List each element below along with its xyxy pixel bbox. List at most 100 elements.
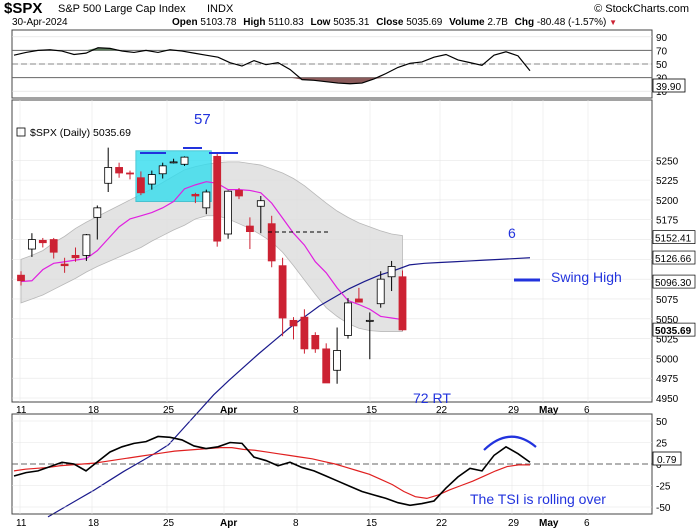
tsi-x-tick: 18: [88, 518, 100, 529]
low-label: Low: [310, 17, 331, 28]
volume-value: 2.7B: [487, 17, 508, 28]
tsi-x-tick: Apr: [220, 518, 237, 529]
tsi-x-tick: 29: [508, 518, 520, 529]
tsi-x-tick: 6: [584, 518, 590, 529]
price-tick-label: 5250: [656, 156, 679, 167]
candle-body: [38, 239, 47, 244]
rsi-oversold-fill: [14, 77, 530, 84]
candle-body: [213, 155, 222, 242]
candle-body: [344, 302, 352, 336]
candle-body: [71, 254, 80, 259]
low-value: 5035.31: [333, 17, 370, 28]
price-tick-label: 5225: [656, 176, 679, 187]
candle-body: [376, 278, 385, 305]
candle-body: [93, 207, 102, 218]
price-x-tick: 6: [584, 405, 590, 416]
rsi-tick-label: 10: [656, 87, 668, 98]
candle-body: [126, 172, 134, 175]
price-tag-label: 5035.69: [655, 326, 692, 337]
long-moving-average-line: [47, 257, 531, 518]
price-x-tick: 18: [88, 405, 100, 416]
tsi-x-tick: 25: [163, 518, 175, 529]
annotation-swing-high: Swing High: [551, 269, 622, 285]
price-x-tick: 15: [366, 405, 378, 416]
annotation-57: 57: [194, 111, 211, 128]
annotation-72rt: 72 RT: [413, 390, 451, 406]
chart-type-icon: [16, 127, 26, 137]
candle-body: [17, 274, 25, 282]
price-tag-box: [652, 322, 696, 337]
candle-body: [202, 191, 211, 209]
high-label: High: [243, 17, 266, 28]
tsi-current-label: 0.79: [657, 455, 677, 466]
down-arrow-icon: ▼: [609, 18, 618, 27]
candle-body: [180, 156, 189, 165]
rsi-tick-label: 50: [656, 60, 668, 71]
price-tick-label: 5050: [656, 315, 679, 326]
rsi-tick-label: 70: [656, 46, 668, 57]
price-x-tick: 8: [293, 405, 299, 416]
tsi-signal-line: [13, 447, 530, 500]
annotation-6: 6: [508, 225, 516, 241]
candle-body: [136, 177, 145, 194]
price-x-tick: 29: [508, 405, 520, 416]
tsi-tick-label: -25: [656, 482, 671, 493]
price-tick-label: 5200: [656, 196, 679, 207]
tsi-tick-label: -50: [656, 503, 671, 514]
tsi-x-tick: 22: [436, 518, 448, 529]
tsi-tick-label: 0: [656, 460, 662, 471]
rsi-current-label: 39.90: [656, 82, 681, 93]
candle-body: [398, 276, 407, 331]
price-x-tick: 11: [16, 405, 27, 416]
candle-body: [333, 350, 342, 371]
index-name: S&P 500 Large Cap Index: [58, 3, 186, 15]
symbol-title: $SPX: [4, 0, 43, 17]
tsi-x-tick: 8: [293, 518, 299, 529]
chg-label: Chg: [514, 17, 535, 28]
highlight-box: [135, 150, 212, 203]
price-tick-label: 5075: [656, 295, 679, 306]
price-tag-label: 5152.41: [655, 234, 692, 245]
close-label: Close: [376, 17, 404, 28]
tsi-line: [13, 435, 531, 507]
price-tag-box: [652, 230, 696, 244]
price-x-tick: Apr: [220, 405, 237, 416]
rsi-tick-label: 90: [656, 33, 668, 44]
candle-body: [104, 167, 113, 184]
rsi-current-box: [652, 78, 686, 93]
candle-body: [49, 239, 58, 253]
candle-body: [147, 174, 156, 185]
chg-value: -80.48 (-1.57%): [536, 17, 607, 28]
tsi-x-tick: May: [539, 518, 559, 529]
candle-body: [224, 190, 233, 235]
open-label: Open: [172, 17, 198, 28]
tsi-annotation: The TSI is rolling over: [470, 491, 606, 507]
tsi-x-tick: 11: [16, 518, 27, 529]
candle-body: [387, 266, 396, 278]
candle-body: [267, 223, 276, 262]
date-label: 30-Apr-2024: [12, 17, 68, 28]
tsi-current-box: [652, 451, 682, 466]
candle-body: [60, 263, 69, 267]
candle-body: [115, 167, 123, 174]
volume-label: Volume: [449, 17, 485, 28]
candle-body: [311, 335, 320, 350]
candle-body: [191, 193, 200, 197]
price-x-tick: 22: [436, 405, 448, 416]
price-x-tick: 25: [163, 405, 175, 416]
candle-body: [169, 161, 178, 164]
copyright: © StockCharts.com: [594, 3, 689, 15]
candle-body: [322, 348, 331, 384]
ohlc-readout: Open 5103.78 High 5110.83 Low 5035.31 Cl…: [172, 17, 617, 28]
high-value: 5110.83: [268, 17, 304, 28]
candle-body: [158, 165, 167, 175]
price-tick-label: 4975: [656, 374, 679, 385]
candle-body: [235, 190, 243, 197]
candle-body: [365, 319, 374, 322]
candle-body: [82, 234, 91, 256]
candle-body: [27, 239, 36, 250]
tsi-tick-label: 25: [656, 439, 668, 450]
price-tag-box: [652, 274, 696, 289]
